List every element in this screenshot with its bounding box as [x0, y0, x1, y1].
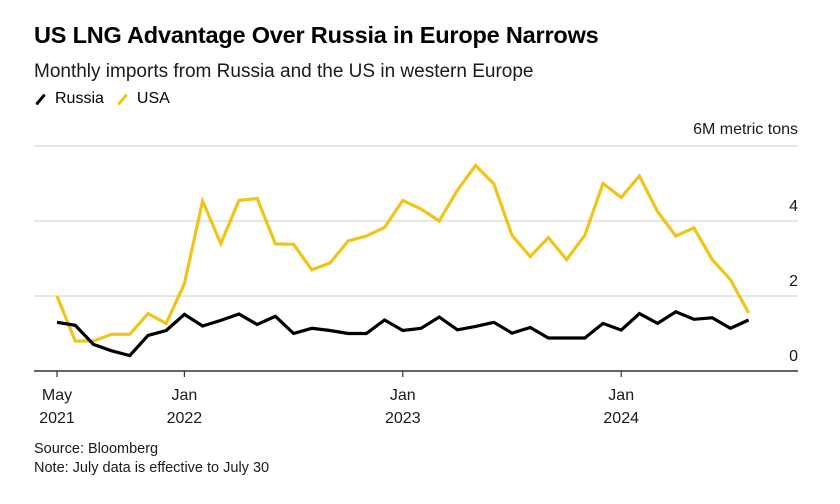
series-line-russia — [56, 310, 750, 358]
x-tick-label-month-0: May — [42, 387, 72, 404]
x-tick-label-month-2: Jan — [390, 387, 416, 404]
x-tick-label-year-3: 2024 — [603, 410, 639, 427]
x-tick-label-year-1: 2022 — [167, 410, 203, 427]
data-note: Note: July data is effective to July 30 — [34, 460, 270, 476]
source-note: Source: Bloomberg — [34, 441, 159, 457]
y-tick-labels: 0 2 4 — [789, 198, 798, 365]
chart-subtitle: Monthly imports from Russia and the US i… — [34, 61, 534, 82]
legend-item-russia: Russia — [34, 90, 104, 108]
legend-label-russia: Russia — [55, 90, 104, 107]
series-line-usa — [55, 163, 751, 343]
chart-title: US LNG Advantage Over Russia in Europe N… — [34, 22, 599, 48]
y-axis-unit-label: 6M metric tons — [693, 121, 798, 138]
legend: Russia USA — [34, 90, 182, 108]
x-tick-label-year-0: 2021 — [39, 410, 75, 427]
legend-label-usa: USA — [136, 90, 170, 107]
footer: Source: Bloomberg Note: July data is eff… — [34, 440, 269, 478]
x-tick-label-month-3: Jan — [608, 387, 634, 404]
series-lines — [55, 163, 751, 358]
x-tick-label-month-1: Jan — [172, 387, 198, 404]
y-tick-label-0: 0 — [789, 348, 798, 365]
legend-item-usa: USA — [116, 90, 170, 108]
x-tick-label-year-2: 2023 — [385, 410, 421, 427]
y-tick-label-4: 4 — [789, 198, 798, 215]
y-tick-label-2: 2 — [789, 273, 798, 290]
x-axis: May 2021 Jan 2022 Jan 2023 Jan 2024 — [34, 370, 798, 427]
gridlines — [34, 145, 798, 297]
